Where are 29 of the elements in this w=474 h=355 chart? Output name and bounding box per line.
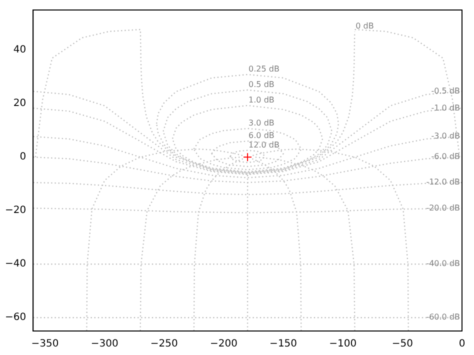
annotation: -40.0 dB — [426, 259, 460, 268]
annotation: 1.0 dB — [248, 96, 274, 105]
annotation: 0.5 dB — [248, 80, 274, 90]
annotation: 12.0 dB — [248, 140, 280, 150]
annotation: 0.25 dB — [248, 64, 280, 74]
y-tick-label: −60 — [4, 312, 26, 324]
annotation: 0 dB — [356, 22, 374, 31]
annotation: -20.0 dB — [426, 203, 460, 212]
annotation: -1.0 dB — [431, 103, 460, 112]
y-tick-label: −20 — [4, 205, 26, 216]
x-tick-label: −200 — [210, 338, 238, 350]
annotation: -6.0 dB — [431, 152, 460, 162]
y-tick-label: 40 — [13, 44, 26, 56]
y-tick-label: 20 — [13, 98, 26, 110]
annotation: -3.0 dB — [431, 132, 460, 141]
annotation: -12.0 dB — [426, 178, 460, 187]
annotation: -0.5 dB — [431, 86, 460, 96]
annotation: 3.0 dB — [248, 118, 274, 128]
x-tick-label: −300 — [90, 338, 118, 350]
x-tick-label: −150 — [270, 338, 298, 350]
y-tick-label: −40 — [4, 258, 26, 270]
x-tick-label: −250 — [150, 338, 178, 350]
x-tick-label: −350 — [31, 338, 59, 350]
x-tick-label: −100 — [329, 338, 357, 350]
x-tick-label: −50 — [392, 338, 413, 350]
annotation: 6.0 dB — [248, 131, 274, 140]
x-tick-label: 0 — [458, 338, 466, 350]
y-tick-label: 0 — [20, 152, 26, 163]
annotation: -60.0 dB — [426, 312, 460, 322]
